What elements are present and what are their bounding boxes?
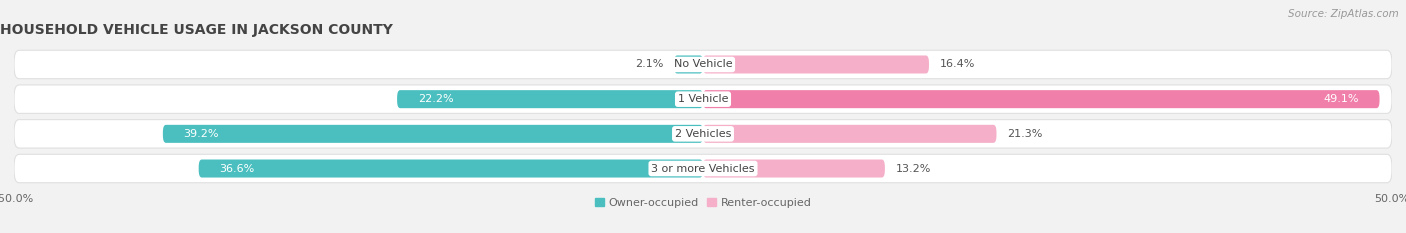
Text: 49.1%: 49.1% bbox=[1323, 94, 1358, 104]
Text: HOUSEHOLD VEHICLE USAGE IN JACKSON COUNTY: HOUSEHOLD VEHICLE USAGE IN JACKSON COUNT… bbox=[0, 23, 394, 37]
FancyBboxPatch shape bbox=[703, 160, 884, 178]
FancyBboxPatch shape bbox=[703, 125, 997, 143]
Text: No Vehicle: No Vehicle bbox=[673, 59, 733, 69]
FancyBboxPatch shape bbox=[703, 55, 929, 73]
FancyBboxPatch shape bbox=[14, 120, 1392, 148]
Text: 3 or more Vehicles: 3 or more Vehicles bbox=[651, 164, 755, 174]
Text: 36.6%: 36.6% bbox=[219, 164, 254, 174]
Text: Source: ZipAtlas.com: Source: ZipAtlas.com bbox=[1288, 9, 1399, 19]
FancyBboxPatch shape bbox=[673, 55, 703, 73]
FancyBboxPatch shape bbox=[703, 90, 1379, 108]
Text: 21.3%: 21.3% bbox=[1008, 129, 1043, 139]
FancyBboxPatch shape bbox=[14, 154, 1392, 183]
FancyBboxPatch shape bbox=[198, 160, 703, 178]
FancyBboxPatch shape bbox=[14, 85, 1392, 113]
Text: 39.2%: 39.2% bbox=[184, 129, 219, 139]
Text: 22.2%: 22.2% bbox=[418, 94, 453, 104]
Text: 2.1%: 2.1% bbox=[634, 59, 664, 69]
Text: 2 Vehicles: 2 Vehicles bbox=[675, 129, 731, 139]
FancyBboxPatch shape bbox=[163, 125, 703, 143]
Text: 13.2%: 13.2% bbox=[896, 164, 931, 174]
FancyBboxPatch shape bbox=[396, 90, 703, 108]
Legend: Owner-occupied, Renter-occupied: Owner-occupied, Renter-occupied bbox=[591, 193, 815, 212]
FancyBboxPatch shape bbox=[14, 50, 1392, 79]
Text: 16.4%: 16.4% bbox=[941, 59, 976, 69]
Text: 1 Vehicle: 1 Vehicle bbox=[678, 94, 728, 104]
